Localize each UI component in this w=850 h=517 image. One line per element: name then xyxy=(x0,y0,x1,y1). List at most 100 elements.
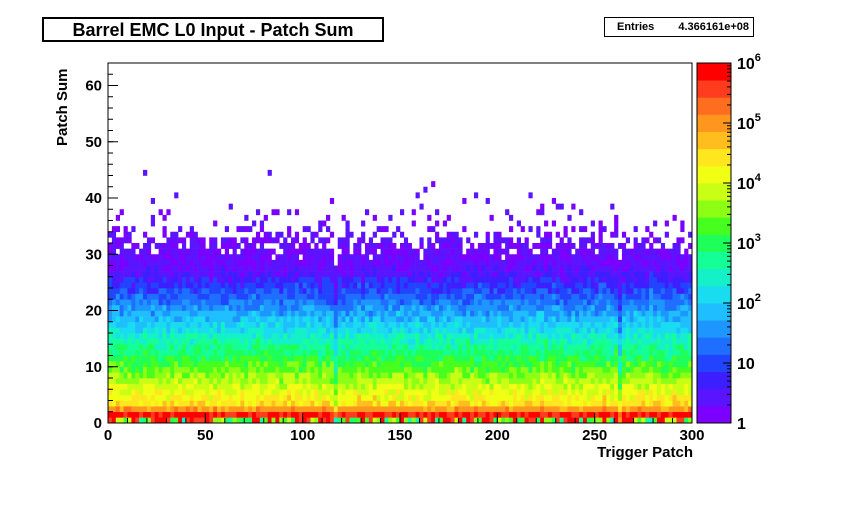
heatmap-cell xyxy=(567,378,572,384)
heatmap-cell xyxy=(637,389,642,396)
heatmap-cell xyxy=(115,417,120,424)
heatmap-cell xyxy=(197,243,202,249)
heatmap-cell xyxy=(536,411,541,418)
heatmap-cell xyxy=(154,265,159,272)
heatmap-cell xyxy=(193,299,198,306)
heatmap-cell xyxy=(115,310,120,317)
heatmap-cell xyxy=(302,237,307,244)
heatmap-cell xyxy=(625,327,630,334)
heatmap-cell xyxy=(415,344,420,351)
heatmap-cell xyxy=(275,209,280,216)
heatmap-cell xyxy=(364,259,370,266)
heatmap-cell xyxy=(649,338,654,345)
heatmap-cell xyxy=(302,394,307,401)
heatmap-cell xyxy=(571,243,576,249)
heatmap-cell xyxy=(485,276,490,283)
heatmap-cell xyxy=(505,293,510,300)
heatmap-cell xyxy=(610,411,615,418)
heatmap-cell xyxy=(170,383,175,390)
heatmap-cell xyxy=(364,327,370,334)
heatmap-cell xyxy=(267,299,272,306)
heatmap-cell xyxy=(252,237,257,244)
heatmap-cell xyxy=(283,293,288,300)
heatmap-cell xyxy=(547,299,553,306)
heatmap-cell xyxy=(645,288,650,294)
heatmap-cell xyxy=(435,366,440,373)
heatmap-cell xyxy=(485,349,490,356)
heatmap-cell xyxy=(688,327,693,334)
heatmap-cell xyxy=(649,276,654,283)
heatmap-cell xyxy=(364,372,370,379)
heatmap-cell xyxy=(614,254,619,261)
heatmap-cell xyxy=(614,293,619,300)
heatmap-cell xyxy=(618,282,623,289)
heatmap-cell xyxy=(672,310,677,317)
heatmap-cell xyxy=(263,248,268,255)
heatmap-cell xyxy=(571,349,576,356)
heatmap-cell xyxy=(162,304,167,311)
heatmap-cell xyxy=(567,304,572,311)
heatmap-cell xyxy=(497,344,502,351)
heatmap-cell xyxy=(516,248,521,255)
heatmap-cell xyxy=(641,282,646,289)
heatmap-cell xyxy=(509,265,514,272)
heatmap-cell xyxy=(446,383,451,390)
heatmap-cell xyxy=(384,372,389,379)
heatmap-cell xyxy=(271,344,276,351)
heatmap-cell xyxy=(384,288,389,294)
heatmap-cell xyxy=(349,344,354,351)
heatmap-cell xyxy=(407,310,412,317)
heatmap-cell xyxy=(135,321,140,328)
heatmap-cell xyxy=(656,361,662,368)
heatmap-cell xyxy=(579,400,584,407)
heatmap-cell xyxy=(501,372,506,379)
heatmap-cell xyxy=(567,333,572,339)
heatmap-cell xyxy=(470,366,475,373)
heatmap-cell xyxy=(489,394,494,401)
heatmap-cell xyxy=(154,406,159,413)
heatmap-cell xyxy=(403,299,409,306)
heatmap-cell xyxy=(633,338,638,345)
heatmap-cell xyxy=(353,417,358,424)
heatmap-cell xyxy=(664,355,669,362)
heatmap-cell xyxy=(349,259,354,266)
heatmap-cell xyxy=(458,394,463,401)
heatmap-cell xyxy=(244,282,249,289)
heatmap-cell xyxy=(376,259,381,266)
heatmap-cell xyxy=(614,316,619,323)
heatmap-cell xyxy=(259,276,265,283)
heatmap-cell xyxy=(501,316,506,323)
heatmap-cell xyxy=(571,304,576,311)
heatmap-cell xyxy=(259,243,265,249)
heatmap-cell xyxy=(493,333,498,339)
heatmap-cell xyxy=(462,288,467,294)
heatmap-cell xyxy=(614,248,619,255)
heatmap-cell xyxy=(676,338,681,345)
heatmap-cell xyxy=(684,411,689,418)
heatmap-cell xyxy=(322,349,327,356)
heatmap-cell xyxy=(178,378,183,384)
heatmap-cell xyxy=(637,411,642,418)
heatmap-cell xyxy=(586,411,592,418)
heatmap-cell xyxy=(590,276,595,283)
heatmap-cell xyxy=(641,411,646,418)
heatmap-cell xyxy=(629,316,634,323)
x-axis: 0 50 100 150 200 250 300 xyxy=(104,413,705,444)
heatmap-cell xyxy=(345,383,350,390)
heatmap-cell xyxy=(345,293,350,300)
heatmap-cell xyxy=(629,321,634,328)
heatmap-cell xyxy=(641,254,646,261)
heatmap-cell xyxy=(512,389,518,396)
heatmap-cell xyxy=(329,248,335,255)
heatmap-cell xyxy=(209,366,214,373)
heatmap-cell xyxy=(493,344,498,351)
heatmap-cell xyxy=(668,333,673,339)
heatmap-cell xyxy=(318,344,323,351)
heatmap-cell xyxy=(322,327,327,334)
heatmap-cell xyxy=(392,366,397,373)
heatmap-cell xyxy=(407,243,412,249)
heatmap-cell xyxy=(322,237,327,244)
heatmap-cell xyxy=(240,349,245,356)
heatmap-cell xyxy=(590,378,595,384)
